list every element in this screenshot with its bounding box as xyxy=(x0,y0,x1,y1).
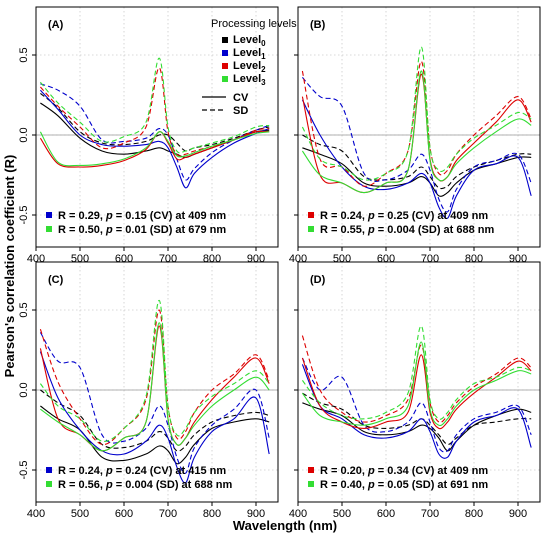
x-axis-title: Wavelength (nm) xyxy=(233,518,337,533)
y-tick-label: 0.5 xyxy=(18,47,30,62)
y-axis-title: Pearson's correlation coefficient (R) xyxy=(2,155,17,378)
series-level3-cv-line xyxy=(39,131,270,167)
legend-style-label: SD xyxy=(233,105,248,117)
x-tick-label: 400 xyxy=(27,508,45,520)
panel-c: 400 500 600 700 800 900 -0.5 0.0 0.5 (C) R = 0.24,… xyxy=(18,261,279,520)
series-level2-cv-line xyxy=(301,354,532,430)
stat-text: R = 0.55, p = 0.004 (SD) at 688 nm xyxy=(320,224,494,236)
stat-text: R = 0.24, p = 0.24 (CV) at 415 nm xyxy=(58,465,226,477)
legend-item: Level3 xyxy=(233,73,266,87)
panel-label: (D) xyxy=(310,274,326,286)
stat-marker xyxy=(46,226,52,232)
series-level3-sd-line xyxy=(39,57,270,154)
series-level0-sd-line xyxy=(40,92,270,152)
x-tick-label: 600 xyxy=(377,508,395,520)
series-level1-cv-line xyxy=(301,99,532,220)
series-level2-sd-line xyxy=(301,60,532,187)
legend: Processing levels Level0Level1Level2Leve… xyxy=(202,18,297,117)
legend-marker xyxy=(222,63,228,69)
series-level3-cv-line xyxy=(301,70,532,194)
series-level2-sd-line xyxy=(301,335,532,424)
panel-d: 400 500 600 700 800 900 (D) R = 0.20, p = 0.34 … xyxy=(289,261,541,520)
x-tick-label: 900 xyxy=(509,508,527,520)
x-tick-label: 700 xyxy=(159,508,177,520)
x-tick-label: 800 xyxy=(465,508,483,520)
legend-marker xyxy=(222,37,228,43)
series-level1-sd-line xyxy=(39,332,270,474)
stat-text: R = 0.24, p = 0.25 (CV) at 409 nm xyxy=(320,210,488,222)
panel-label: (B) xyxy=(310,19,326,31)
series-level1-cv-line xyxy=(39,351,270,484)
legend-marker xyxy=(222,50,228,56)
legend-item: Level1 xyxy=(233,47,266,61)
series-level3-sd-line xyxy=(301,325,532,420)
stat-marker xyxy=(46,212,52,218)
plot-frame xyxy=(297,261,541,503)
stat-text: R = 0.29, p = 0.15 (CV) at 409 nm xyxy=(58,210,226,222)
stat-text: R = 0.20, p = 0.34 (CV) at 409 nm xyxy=(320,465,488,477)
stat-text: R = 0.40, p = 0.05 (SD) at 691 nm xyxy=(320,479,488,491)
x-tick-label: 700 xyxy=(421,508,439,520)
legend-title: Processing levels xyxy=(211,18,297,30)
panel-b: 400 500 600 700 800 900(B)R = 0.24, p = 0.25 … xyxy=(289,6,541,265)
series-level1-cv-line xyxy=(39,89,270,189)
series-level0-cv-line xyxy=(302,147,532,197)
series-level1-sd-line xyxy=(301,77,532,213)
series-level1-cv-line xyxy=(301,364,532,459)
stat-marker xyxy=(308,226,314,232)
x-tick-label: 500 xyxy=(333,508,351,520)
plot-frame xyxy=(35,6,279,248)
stat-marker xyxy=(46,467,52,473)
series-level2-cv-line xyxy=(301,73,532,194)
series-level3-cv-line xyxy=(301,341,532,427)
x-tick-label: 600 xyxy=(115,508,133,520)
stat-marker xyxy=(308,467,314,473)
legend-style-label: CV xyxy=(233,92,249,104)
series-level0-sd-line xyxy=(40,389,270,452)
series-level3-cv-line xyxy=(40,322,270,452)
legend-item: Level2 xyxy=(233,60,266,74)
panel-label: (C) xyxy=(48,274,64,286)
series-level0-cv-line xyxy=(302,402,532,452)
panels: 400 500 600 700 800 900 -0.5 0.0 0.5 (A) R = 0.29,… xyxy=(18,6,541,520)
series-level3-sd-line xyxy=(301,46,532,181)
y-tick-label: 0.0 xyxy=(18,127,30,142)
stat-marker xyxy=(308,481,314,487)
y-tick-label: -0.5 xyxy=(18,206,30,225)
y-tick-label: -0.5 xyxy=(18,461,30,480)
x-tick-label: 500 xyxy=(71,508,89,520)
plot-frame xyxy=(35,261,279,503)
stat-marker xyxy=(46,481,52,487)
panel-label: (A) xyxy=(48,19,64,31)
x-tick-label: 800 xyxy=(203,508,221,520)
series-level0-sd-line xyxy=(302,134,532,190)
series-level1-sd-line xyxy=(301,357,532,453)
x-tick-label: 900 xyxy=(247,508,265,520)
stat-marker xyxy=(308,212,314,218)
series-level3-sd-line xyxy=(39,299,270,442)
stat-text: R = 0.50, p = 0.01 (SD) at 679 nm xyxy=(58,224,226,236)
y-tick-label: 0.0 xyxy=(18,382,30,397)
y-tick-label: 0.5 xyxy=(18,302,30,317)
plot-frame xyxy=(297,6,541,248)
panel-a: 400 500 600 700 800 900-0.50.00.5(A)R = 0.29,… xyxy=(18,6,279,265)
series-level1-sd-line xyxy=(40,83,270,181)
x-tick-label: 400 xyxy=(289,508,307,520)
legend-marker xyxy=(222,76,228,82)
legend-item: Level0 xyxy=(233,34,266,48)
series-level0-sd-line xyxy=(302,392,532,445)
stat-text: R = 0.56, p = 0.004 (SD) at 688 nm xyxy=(58,479,232,491)
